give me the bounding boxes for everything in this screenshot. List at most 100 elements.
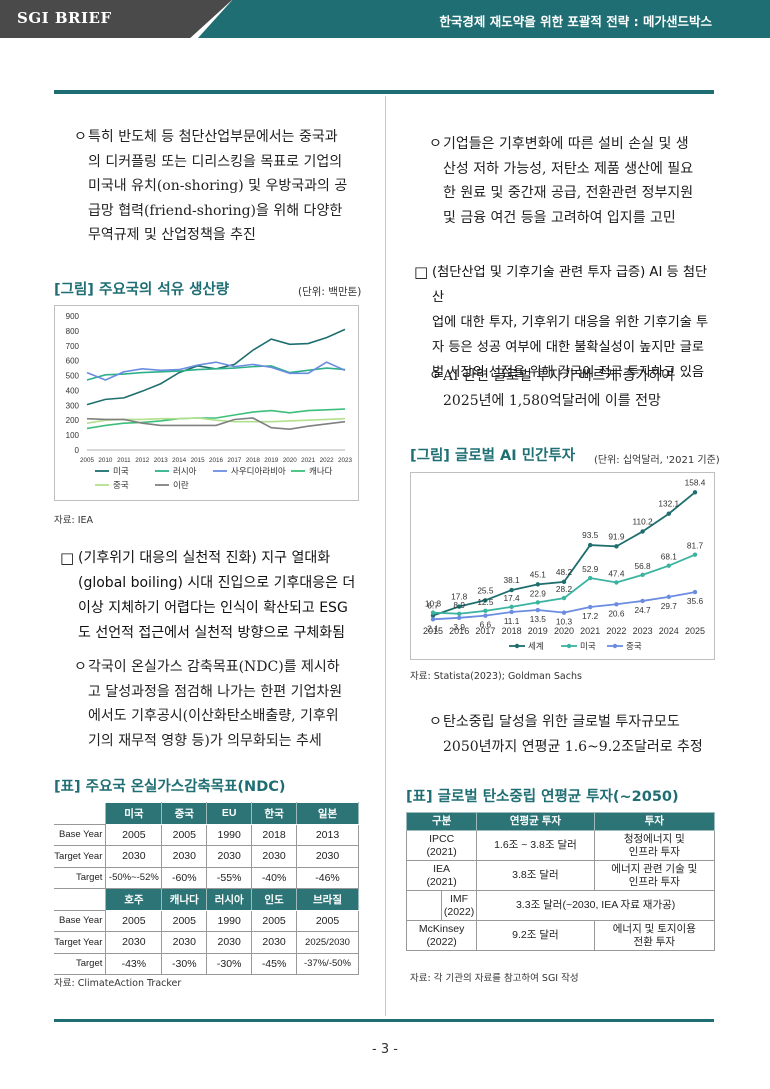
data-point xyxy=(640,598,645,604)
data-label: 25.5 xyxy=(477,585,494,595)
x-tick-label: 2014 xyxy=(172,457,187,464)
legend-label: 이란 xyxy=(173,480,189,490)
line: (첨단산업 및 기후기술 관련 투자 급증) AI 등 첨단산 xyxy=(432,265,708,305)
legend-label: 미국 xyxy=(113,466,129,476)
data-point xyxy=(509,609,514,615)
data-label: 47.4 xyxy=(608,569,625,579)
table-cell: 2030 xyxy=(105,931,163,954)
table-cell: 2030 xyxy=(105,845,163,868)
ndc-header-cell xyxy=(54,888,106,911)
table-cell: 2005 xyxy=(105,909,163,932)
legend-label: 세계 xyxy=(528,641,544,651)
x-tick-label: 2012 xyxy=(135,457,150,464)
table-cell: 2005 xyxy=(161,909,208,932)
oil-production-chart: 0 100 200 300 400 500 600 700 800 900 2005 2010 2011… xyxy=(66,312,353,490)
ndc-header-cell: EU xyxy=(206,802,253,825)
line: AI 관련 글로벌 투자가 빠르게 증가하여 xyxy=(443,368,675,384)
table-cell: 2013 xyxy=(296,823,359,846)
ndc-header-row: 호주 캐나다 러시아 인도 브라질 xyxy=(54,888,359,911)
data-point xyxy=(561,595,567,601)
data-point xyxy=(588,604,593,610)
ndc-table-title: [표] 주요국 온실가스감축목표(NDC) xyxy=(54,779,286,795)
bottom-rule xyxy=(54,1019,714,1022)
ai-figure-source: 자료: Statista(2023); Goldman Sachs xyxy=(410,671,582,682)
x-tick-label: 2020 xyxy=(554,626,574,636)
table-cell: 2030 xyxy=(251,931,298,954)
table-cell: -37%/-50% xyxy=(296,952,359,975)
y-tick-label: 200 xyxy=(66,416,80,425)
data-label: 11.1 xyxy=(504,616,520,626)
ndc-header-cell: 브라질 xyxy=(296,888,359,911)
data-point xyxy=(692,552,698,557)
data-label: 45.1 xyxy=(530,569,547,579)
table-cell: 2030 xyxy=(296,845,359,868)
data-point xyxy=(509,604,514,610)
oil-chart-frame: 0 100 200 300 400 500 600 700 800 900 2005 2010 2011… xyxy=(54,305,359,501)
line: 2050년까지 연평균 1.6~9.2조달러로 추정 xyxy=(443,738,703,755)
legend-label: 중국 xyxy=(113,480,129,490)
x-tick-label: 2022 xyxy=(606,626,626,636)
legend-label: 사우디아라비아 xyxy=(231,466,286,476)
ai-investment-chart: 2015 2016 2017 2018 2019 2020 2021 2022 2023 2024… xyxy=(423,477,706,651)
ndc-header-cell: 미국 xyxy=(105,802,163,825)
line: 고 달성과정을 점검해 나가는 한편 기업차원 xyxy=(88,683,343,700)
bullet-text: 특히 반도체 등 첨단산업부문에서는 중국과 의 디커플링 또는 디리스킹을 목… xyxy=(74,125,374,248)
x-tick-label: 2015 xyxy=(191,457,206,464)
ndc-header-cell: 중국 xyxy=(161,802,208,825)
data-label: 110.2 xyxy=(633,517,654,527)
bullet-marker: ㅇ xyxy=(429,714,442,730)
table-row: Target -50%~-52% -60% -55% -40% -46% xyxy=(54,866,359,889)
line: 탄소중립 달성을 위한 글로벌 투자규모도 xyxy=(443,714,680,730)
data-point xyxy=(535,582,540,587)
x-tick-label: 2010 xyxy=(98,457,113,464)
ndc-table-source: 자료: ClimateAction Tracker xyxy=(54,978,182,989)
series-line-중국 xyxy=(86,417,346,424)
x-tick-label: 2024 xyxy=(659,626,679,636)
data-label: 132.1 xyxy=(658,499,679,509)
x-tick-label: 2016 xyxy=(209,457,224,464)
x-tick-label: 2021 xyxy=(580,626,600,636)
data-point xyxy=(666,511,671,516)
area-cell: 청정에너지 및 인프라 투자 xyxy=(593,830,716,861)
data-point xyxy=(588,542,593,548)
x-tick-label: 2005 xyxy=(80,457,95,464)
left-bullet-1: ㅇ 특히 반도체 등 첨단산업부문에서는 중국과 의 디커플링 또는 디리스킹을… xyxy=(74,125,374,248)
data-point xyxy=(614,544,619,549)
line: 급망 협력(friend-shoring)을 위해 다양한 xyxy=(88,202,343,219)
square-text: (기후위기 대응의 실천적 진화) 지구 열대화 (global boiling… xyxy=(60,546,370,646)
table-cell: -43% xyxy=(105,952,163,975)
right-bullet-1: ㅇ 기업들은 기후변화에 따른 설비 손실 및 생 산성 저하 가능성, 저탄소… xyxy=(429,132,719,230)
table-cell: -30% xyxy=(206,952,253,975)
data-point xyxy=(640,529,645,534)
oil-figure-unit: (단위: 백만톤) xyxy=(298,286,362,298)
data-label: 56.8 xyxy=(635,561,652,571)
left-square-1: □ (기후위기 대응의 실천적 진화) 지구 열대화 (global boili… xyxy=(60,546,370,646)
data-label: 29.7 xyxy=(661,601,678,611)
title-banner: 한국경제 재도약을 위한 포괄적 전략 : 메가샌드박스 xyxy=(198,0,770,38)
ai-figure-title: [그림] 글로벌 AI 민간투자 xyxy=(410,448,576,464)
bullet-marker: ㅇ xyxy=(429,136,442,152)
ndc-header-cell: 일본 xyxy=(296,802,359,825)
legend-marker xyxy=(566,643,572,649)
data-label: 158.4 xyxy=(685,477,706,487)
data-label: 35.6 xyxy=(687,596,704,606)
ndc-table: 미국 중국 EU 한국 일본 Base Year 2005 2005 1990 … xyxy=(54,802,359,975)
x-tick-label: 2017 xyxy=(227,457,242,464)
data-label: 52.9 xyxy=(582,564,599,574)
line: 자 등은 성공 여부에 대한 불확실성이 높지만 글로 xyxy=(432,340,704,355)
data-point xyxy=(457,615,462,621)
ai-chart-frame: 2015 2016 2017 2018 2019 2020 2021 2022 2023 2024… xyxy=(410,472,715,660)
data-label: 68.1 xyxy=(661,552,678,562)
row-label: Target Year xyxy=(54,845,107,868)
table-row: McKinsey (2022) 9.2조 달러 에너지 및 토지이용 전환 투자 xyxy=(405,920,716,951)
data-point xyxy=(666,563,671,568)
column-divider xyxy=(385,96,386,1016)
data-point xyxy=(614,580,619,585)
right-bullet-2: ㅇ AI 관련 글로벌 투자가 빠르게 증가하여 2025년에 1,580억달러… xyxy=(429,364,719,413)
x-tick-label: 2013 xyxy=(154,457,169,464)
y-tick-label: 300 xyxy=(66,401,80,410)
table-cell: 2005 xyxy=(161,823,208,846)
page-header: SGI BRIEF 한국경제 재도약을 위한 포괄적 전략 : 메가샌드박스 xyxy=(0,0,770,38)
left-bullet-2: ㅇ 각국이 온실가스 감축목표(NDC)를 제시하 고 달성과정을 점검해 나가… xyxy=(74,655,374,753)
line: 업에 대한 투자, 기후위기 대응을 위한 기후기술 투 xyxy=(432,315,709,330)
